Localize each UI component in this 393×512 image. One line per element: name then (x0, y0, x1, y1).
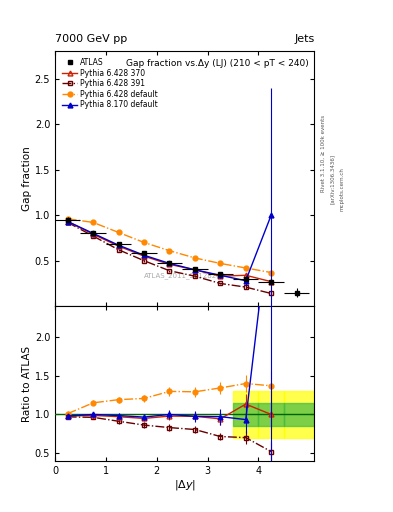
Text: Jets: Jets (294, 33, 314, 44)
Text: 7000 GeV pp: 7000 GeV pp (55, 33, 127, 44)
Text: mcplots.cern.ch: mcplots.cern.ch (340, 167, 345, 211)
Y-axis label: Gap fraction: Gap fraction (22, 146, 32, 211)
Text: [arXiv:1306.3436]: [arXiv:1306.3436] (330, 154, 335, 204)
Legend: ATLAS, Pythia 6.428 370, Pythia 6.428 391, Pythia 6.428 default, Pythia 8.170 de: ATLAS, Pythia 6.428 370, Pythia 6.428 39… (59, 55, 161, 112)
Text: Rivet 3.1.10, ≥ 100k events: Rivet 3.1.10, ≥ 100k events (320, 115, 325, 191)
X-axis label: $|\Delta y|$: $|\Delta y|$ (174, 478, 196, 493)
Text: ATLAS_2011_S9128249: ATLAS_2011_S9128249 (144, 272, 226, 279)
Text: Gap fraction vs.Δy (LJ) (210 < pT < 240): Gap fraction vs.Δy (LJ) (210 < pT < 240) (127, 59, 309, 68)
Y-axis label: Ratio to ATLAS: Ratio to ATLAS (22, 346, 32, 421)
